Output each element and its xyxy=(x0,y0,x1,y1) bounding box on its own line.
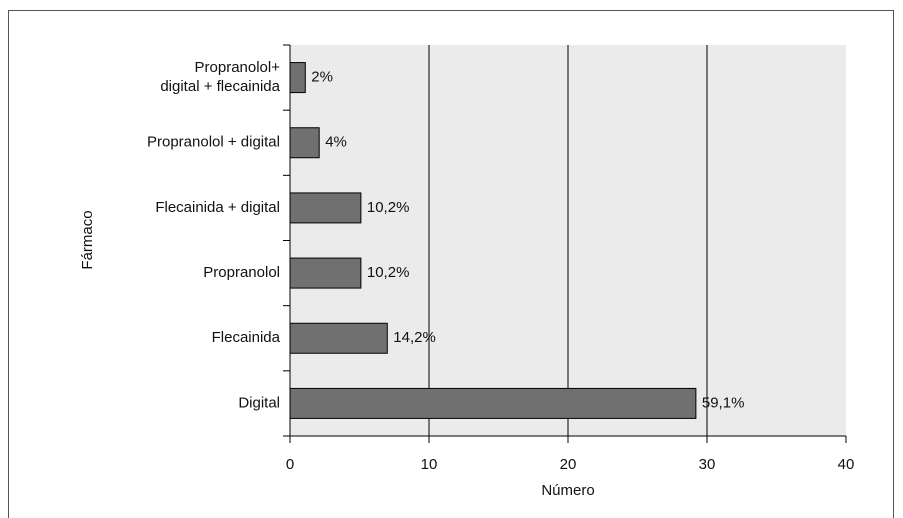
bar-label: 59,1% xyxy=(702,394,745,411)
bar xyxy=(289,62,306,94)
y-tick-label: Propranolol xyxy=(203,264,280,281)
bar-label: 2% xyxy=(311,69,333,86)
x-tick-label: 10 xyxy=(421,456,438,473)
y-tick-label: Propranolol+ xyxy=(195,59,281,76)
frame xyxy=(8,10,894,518)
x-tick-label: 30 xyxy=(699,456,716,473)
bar-label: 14,2% xyxy=(393,329,436,346)
y-tick-label: Propranolol + digital xyxy=(147,134,280,151)
y-axis-title: Fármaco xyxy=(79,210,96,269)
x-tick-label: 0 xyxy=(286,456,294,473)
bar xyxy=(289,192,362,224)
bar-label: 10,2% xyxy=(367,264,410,281)
x-axis-title: Número xyxy=(541,482,594,499)
y-tick-label: Flecainida + digital xyxy=(155,199,280,216)
bar xyxy=(289,322,388,354)
x-tick-label: 20 xyxy=(560,456,577,473)
bar xyxy=(289,127,320,159)
y-tick-label: Flecainida xyxy=(212,329,281,346)
y-tick-label: digital + flecainida xyxy=(160,78,280,95)
bar-label: 10,2% xyxy=(367,199,410,216)
bar xyxy=(289,387,697,419)
bar-label: 4% xyxy=(325,134,347,151)
bar xyxy=(289,257,362,289)
x-tick-label: 40 xyxy=(838,456,855,473)
y-tick-label: Digital xyxy=(238,394,280,411)
